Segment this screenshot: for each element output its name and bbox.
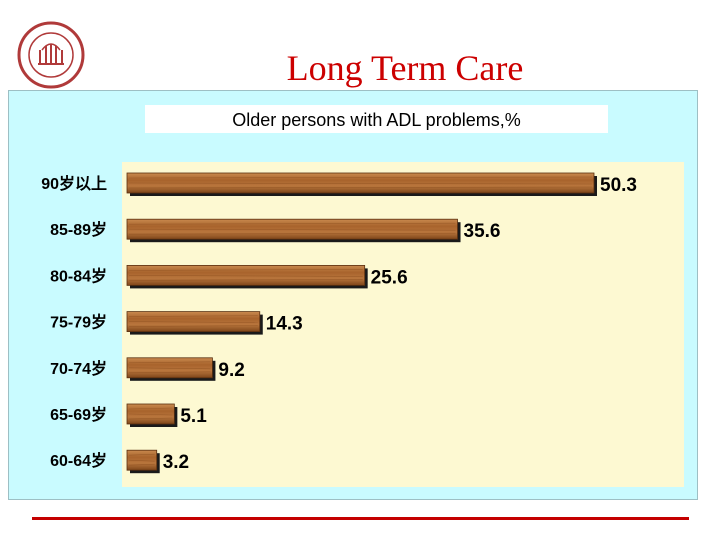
bar-grain (128, 453, 155, 456)
bar-grain (128, 463, 155, 466)
bar-grain (128, 228, 456, 231)
bar-grain (128, 367, 211, 370)
category-label: 70-74岁 (50, 359, 107, 378)
category-label: 75-79岁 (50, 313, 107, 332)
bar-grain (128, 232, 456, 235)
bar-grain (128, 275, 363, 277)
category-label: 65-69岁 (50, 405, 107, 424)
bar-grain (128, 371, 211, 374)
bar-grain (128, 279, 363, 281)
bar-grain (128, 361, 211, 364)
category-label: 80-84岁 (50, 266, 107, 285)
value-label: 50.3 (600, 175, 637, 196)
value-label: 3.2 (163, 452, 189, 473)
chart-title: Older persons with ADL problems,% (145, 105, 608, 133)
value-label: 9.2 (218, 360, 244, 381)
bar-grain (128, 222, 456, 225)
bar-grain (128, 325, 258, 327)
bar-grain (128, 186, 593, 189)
value-label: 25.6 (371, 267, 408, 288)
bar-grain (128, 407, 173, 410)
value-label: 5.1 (180, 406, 207, 427)
value-label: 14.3 (266, 314, 303, 335)
footer-divider (32, 517, 689, 520)
university-seal-icon (17, 21, 85, 89)
bar-grain (128, 269, 363, 271)
bar-grain (128, 321, 258, 323)
category-label: 85-89岁 (50, 220, 107, 239)
bar-grain (128, 413, 173, 416)
bar-grain (128, 459, 155, 462)
value-label: 35.6 (464, 221, 501, 242)
bar-grain (128, 417, 173, 420)
bar-grain (128, 176, 593, 179)
bar-grain (128, 315, 258, 317)
category-label: 60-64岁 (50, 451, 107, 470)
slide-title: Long Term Care (286, 48, 524, 88)
category-label: 90岁以上 (41, 174, 107, 193)
bar-grain (128, 182, 593, 185)
